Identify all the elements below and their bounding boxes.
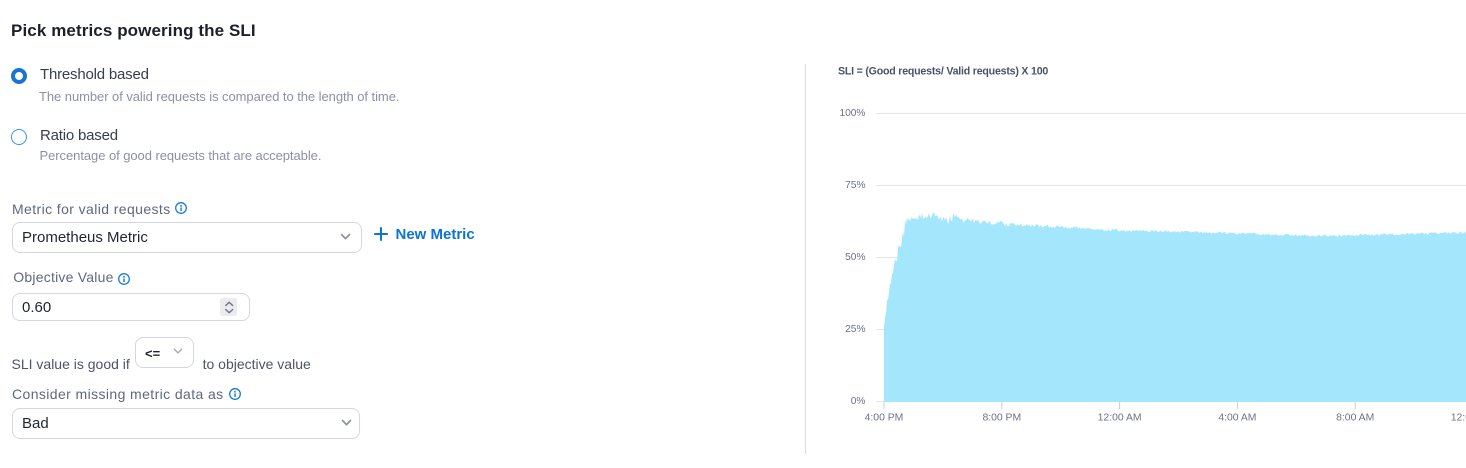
svg-text:0%: 0% xyxy=(851,396,866,407)
svg-text:50%: 50% xyxy=(845,252,865,263)
svg-text:8:00 PM: 8:00 PM xyxy=(982,413,1021,424)
svg-text:8:00 AM: 8:00 AM xyxy=(1336,413,1374,424)
svg-text:100%: 100% xyxy=(839,108,865,119)
svg-text:SLI = (Good requests/ Valid re: SLI = (Good requests/ Valid requests) X … xyxy=(838,66,1048,78)
svg-text:12:00 PM: 12:00 PM xyxy=(1451,413,1466,424)
svg-text:4:00 PM: 4:00 PM xyxy=(865,413,904,424)
svg-text:4:00 AM: 4:00 AM xyxy=(1218,413,1256,424)
svg-text:75%: 75% xyxy=(845,180,865,191)
svg-text:12:00 AM: 12:00 AM xyxy=(1098,413,1142,424)
svg-text:25%: 25% xyxy=(845,324,865,335)
